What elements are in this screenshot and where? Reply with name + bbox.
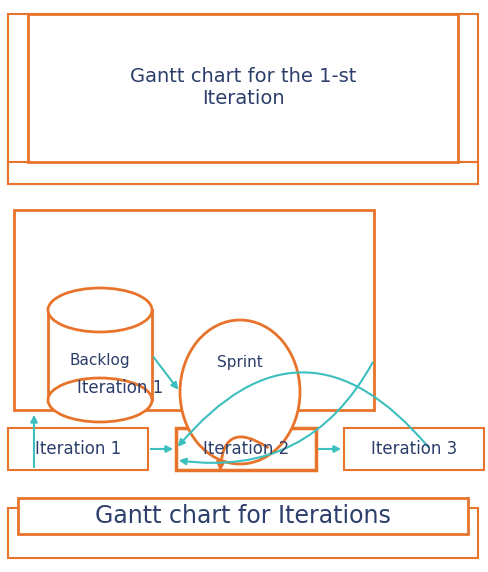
Text: Iteration 3: Iteration 3 [371, 440, 457, 458]
Text: Iteration 2: Iteration 2 [203, 440, 289, 458]
Text: Backlog: Backlog [70, 352, 130, 367]
Ellipse shape [180, 320, 300, 464]
Bar [8, 162, 478, 184]
Text: Sprint: Sprint [217, 355, 263, 370]
Text: Gantt chart for Iterations: Gantt chart for Iterations [95, 504, 391, 528]
Ellipse shape [48, 378, 152, 422]
Text: Iteration 1: Iteration 1 [77, 379, 163, 397]
Text: Iteration 1: Iteration 1 [35, 440, 121, 458]
Bar [8, 428, 148, 470]
Ellipse shape [48, 288, 152, 332]
FancyArrowPatch shape [319, 446, 339, 452]
Bar [48, 310, 152, 400]
FancyArrowPatch shape [154, 358, 177, 388]
FancyArrowPatch shape [179, 372, 428, 447]
Bar [14, 210, 374, 410]
Bar [344, 428, 484, 470]
Bar [8, 508, 478, 558]
Bar [8, 14, 478, 184]
FancyArrowPatch shape [218, 437, 268, 468]
FancyArrowPatch shape [151, 446, 171, 452]
Bar [18, 498, 468, 534]
Text: Gantt chart for the 1-st
Iteration: Gantt chart for the 1-st Iteration [130, 67, 356, 109]
Bar [28, 14, 458, 162]
Bar [176, 428, 316, 470]
FancyArrowPatch shape [181, 363, 373, 464]
FancyArrowPatch shape [31, 417, 37, 467]
